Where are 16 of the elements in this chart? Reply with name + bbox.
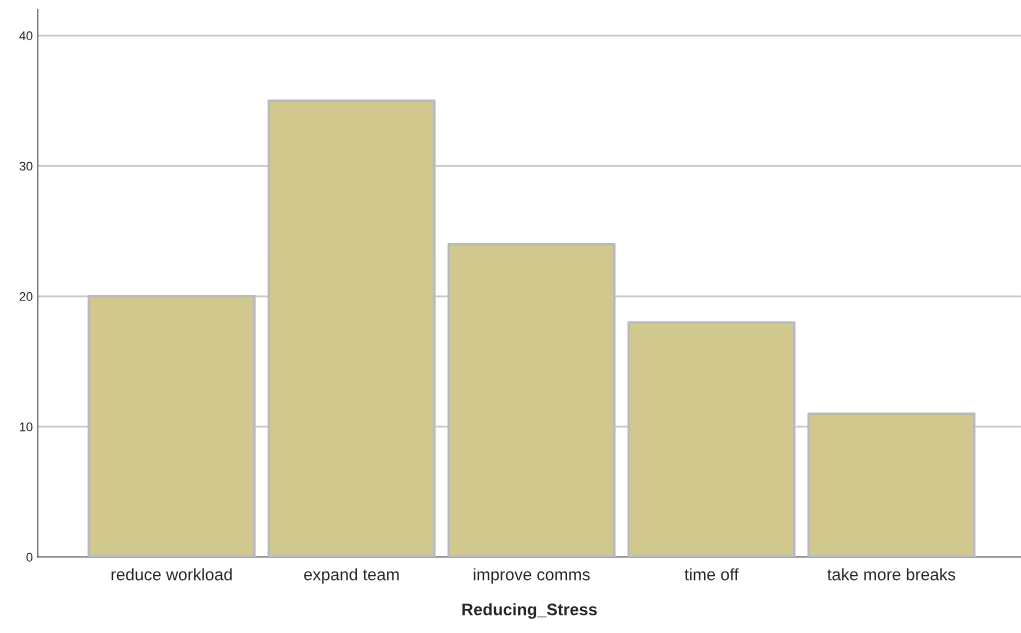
- bar: [627, 321, 796, 558]
- x-tick-label: take more breaks: [827, 568, 956, 581]
- x-tick-label: expand team: [304, 568, 399, 584]
- x-tick-label: reduce workload: [111, 568, 232, 581]
- x-tick-label: improve comms: [473, 568, 590, 584]
- x-tick-label: time off: [684, 568, 739, 581]
- y-tick-label: 40: [19, 31, 33, 41]
- y-tick-label: 20: [19, 292, 33, 301]
- y-tick-label: 30: [19, 161, 33, 171]
- bar: [447, 242, 616, 558]
- x-axis-title: Reducing_Stress: [462, 603, 597, 619]
- y-tick-label: 0: [26, 552, 33, 562]
- bar: [87, 295, 256, 558]
- bar: [807, 412, 976, 558]
- y-tick-label: 10: [19, 422, 33, 432]
- bar: [267, 99, 436, 558]
